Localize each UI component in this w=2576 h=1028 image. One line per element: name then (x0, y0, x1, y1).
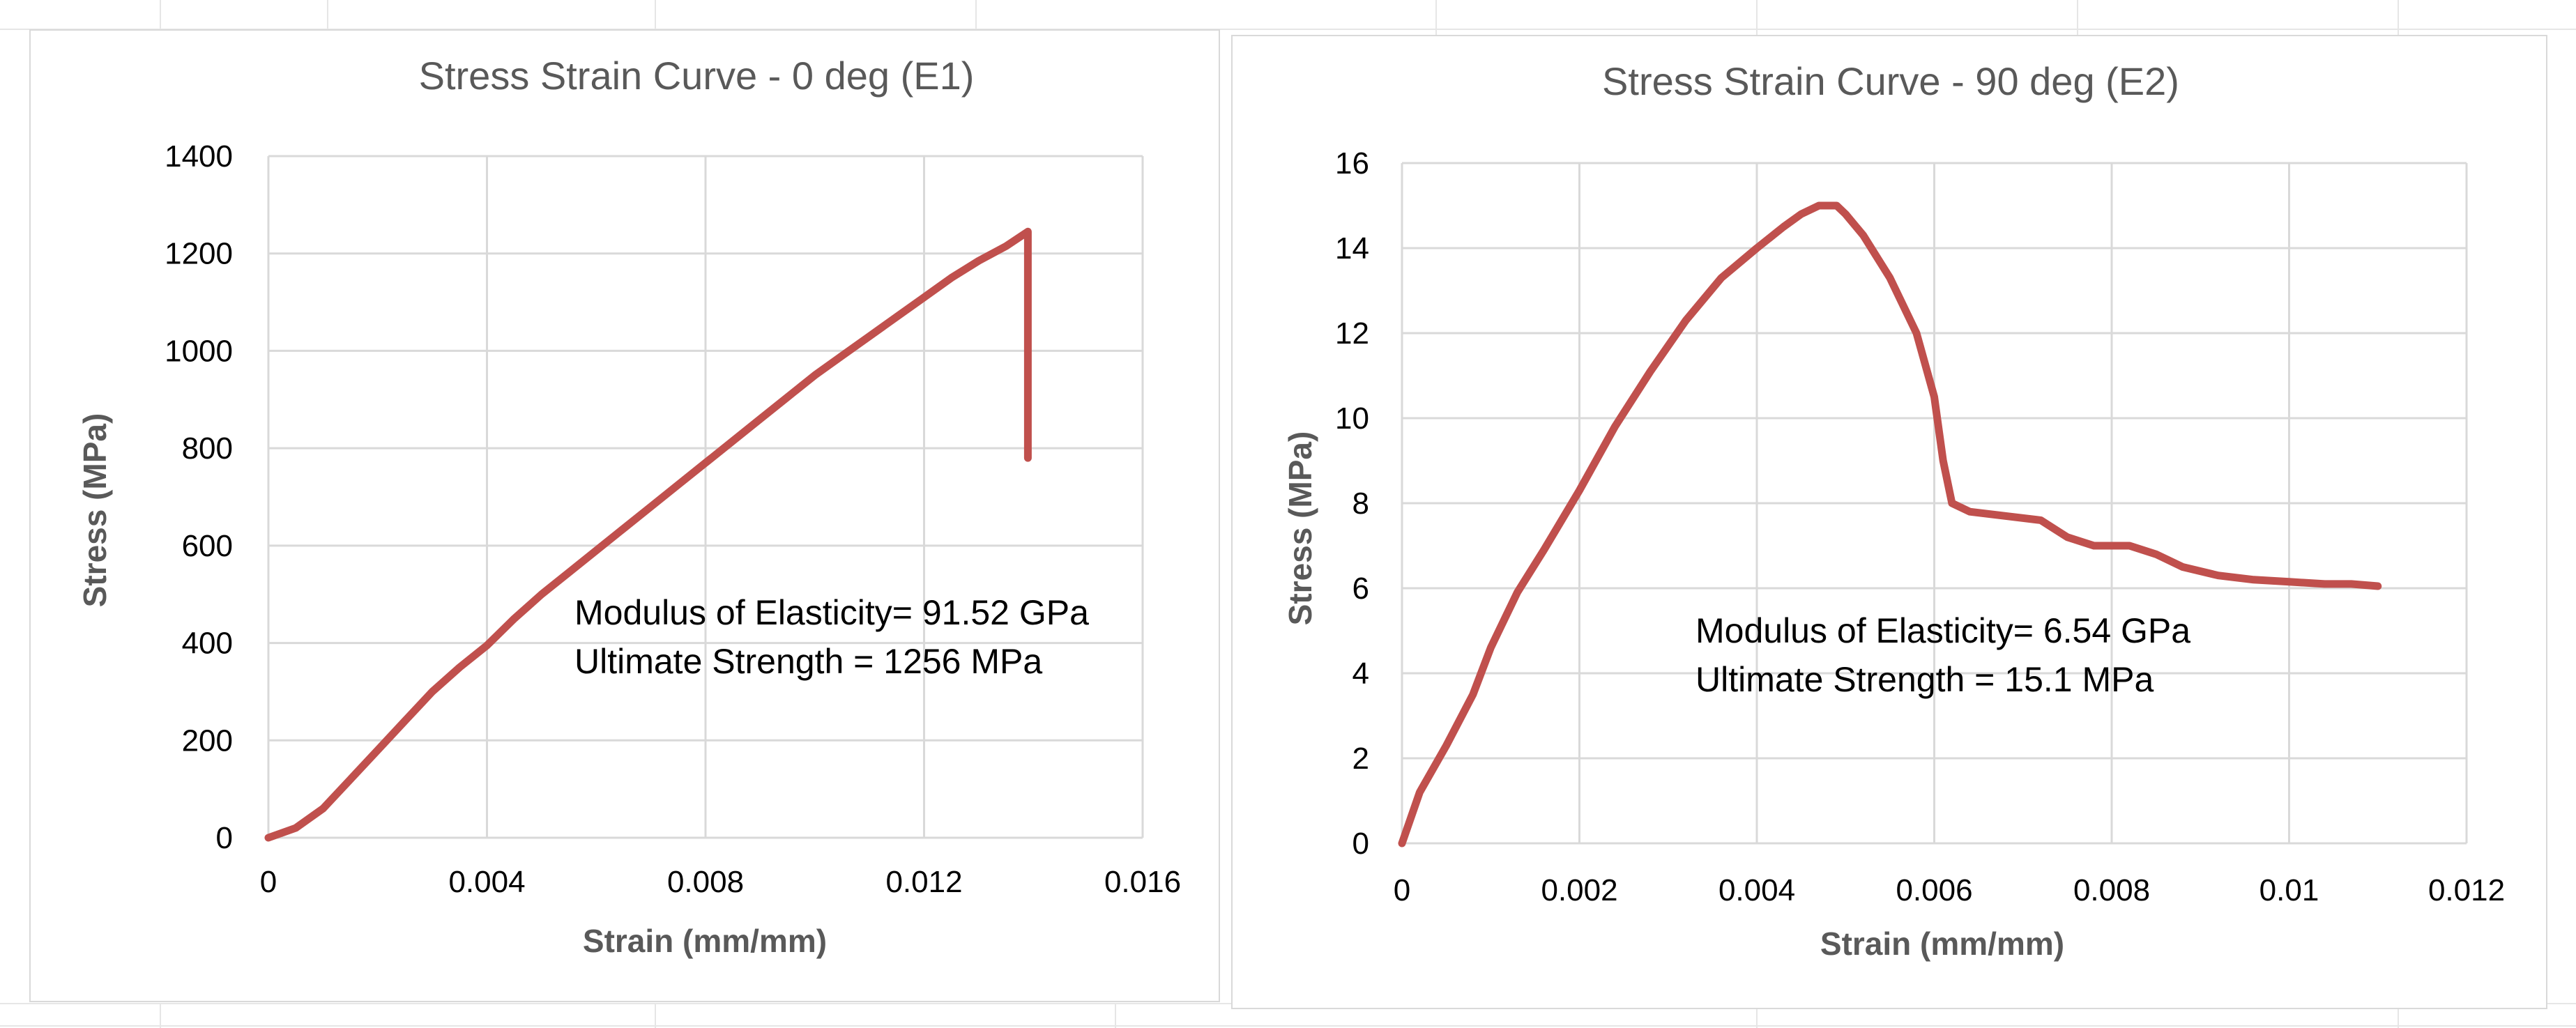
y-tick-label: 1200 (165, 237, 233, 271)
x-tick-label: 0.004 (1718, 873, 1795, 907)
y-tick-label: 10 (1335, 401, 1369, 436)
tick-labels: 0 2 4 6 8 10 12 14 16 0 0.002 0.004 0.006 0.008 0.01 0.… (1335, 146, 2505, 907)
annotation-ultimate-strength: Ultimate Strength = 1256 MPa (574, 642, 1042, 681)
tick-labels: 0 200 400 600 800 1000 1200 1400 0 0.004 0.008 0.01… (165, 139, 1181, 899)
chart-90deg-svg: Stress Strain Curve - 90 deg (E2) 0 2 4 6 8 1… (1282, 59, 2505, 962)
y-tick-label: 14 (1335, 231, 1369, 266)
chart-title: Stress Strain Curve - 90 deg (E2) (1602, 59, 2179, 103)
y-tick-label: 800 (182, 431, 233, 466)
x-tick-label: 0.01 (2259, 873, 2319, 907)
x-tick-label: 0.008 (2073, 873, 2150, 907)
x-tick-label: 0.012 (885, 865, 962, 899)
x-tick-label: 0.012 (2428, 873, 2505, 907)
y-tick-label: 200 (182, 723, 233, 758)
y-tick-label: 12 (1335, 316, 1369, 351)
y-tick-label: 400 (182, 627, 233, 661)
chart-90deg[interactable]: Stress Strain Curve - 90 deg (E2) 0 2 4 6 8 1… (1231, 35, 2547, 1009)
gridlines (267, 155, 1144, 839)
y-tick-label: 6 (1352, 571, 1369, 606)
y-tick-label: 0 (1352, 827, 1369, 861)
chart-0deg[interactable]: Stress Strain Curve - 0 deg (E1) 0 200 400… (29, 29, 1220, 1002)
stress-strain-series-90deg (1398, 201, 2382, 847)
x-axis-title: Strain (mm/mm) (583, 923, 827, 959)
x-tick-label: 0 (260, 865, 277, 899)
y-tick-label: 1400 (165, 139, 233, 174)
x-tick-label: 0 (1394, 873, 1410, 907)
x-tick-label: 0.016 (1104, 865, 1181, 899)
y-tick-label: 0 (216, 821, 233, 855)
y-tick-label: 2 (1352, 742, 1369, 776)
y-axis-title: Stress (MPa) (77, 413, 113, 608)
y-tick-label: 8 (1352, 486, 1369, 521)
x-tick-label: 0.002 (1541, 873, 1617, 907)
y-tick-label: 4 (1352, 657, 1369, 691)
x-tick-label: 0.004 (448, 865, 525, 899)
annotation-modulus: Modulus of Elasticity= 6.54 GPa (1695, 611, 2190, 650)
y-tick-label: 1000 (165, 334, 233, 368)
annotation-ultimate-strength: Ultimate Strength = 15.1 MPa (1695, 660, 2154, 699)
stress-strain-series-0deg (264, 227, 1032, 842)
annotation-modulus: Modulus of Elasticity= 91.52 GPa (574, 593, 1089, 632)
y-axis-title: Stress (MPa) (1282, 431, 1318, 626)
chart-0deg-svg: Stress Strain Curve - 0 deg (E1) 0 200 400… (77, 54, 1181, 959)
x-tick-label: 0.006 (1896, 873, 1972, 907)
chart-title: Stress Strain Curve - 0 deg (E1) (419, 54, 975, 98)
y-tick-label: 16 (1335, 146, 1369, 181)
gridlines (1401, 162, 2468, 845)
y-tick-label: 600 (182, 529, 233, 563)
x-axis-title: Strain (mm/mm) (1820, 926, 2064, 962)
x-tick-label: 0.008 (667, 865, 744, 899)
